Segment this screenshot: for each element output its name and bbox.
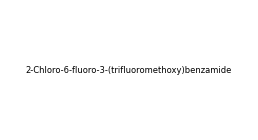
Text: 2-Chloro-6-fluoro-3-(trifluoromethoxy)benzamide: 2-Chloro-6-fluoro-3-(trifluoromethoxy)be…	[26, 66, 232, 74]
